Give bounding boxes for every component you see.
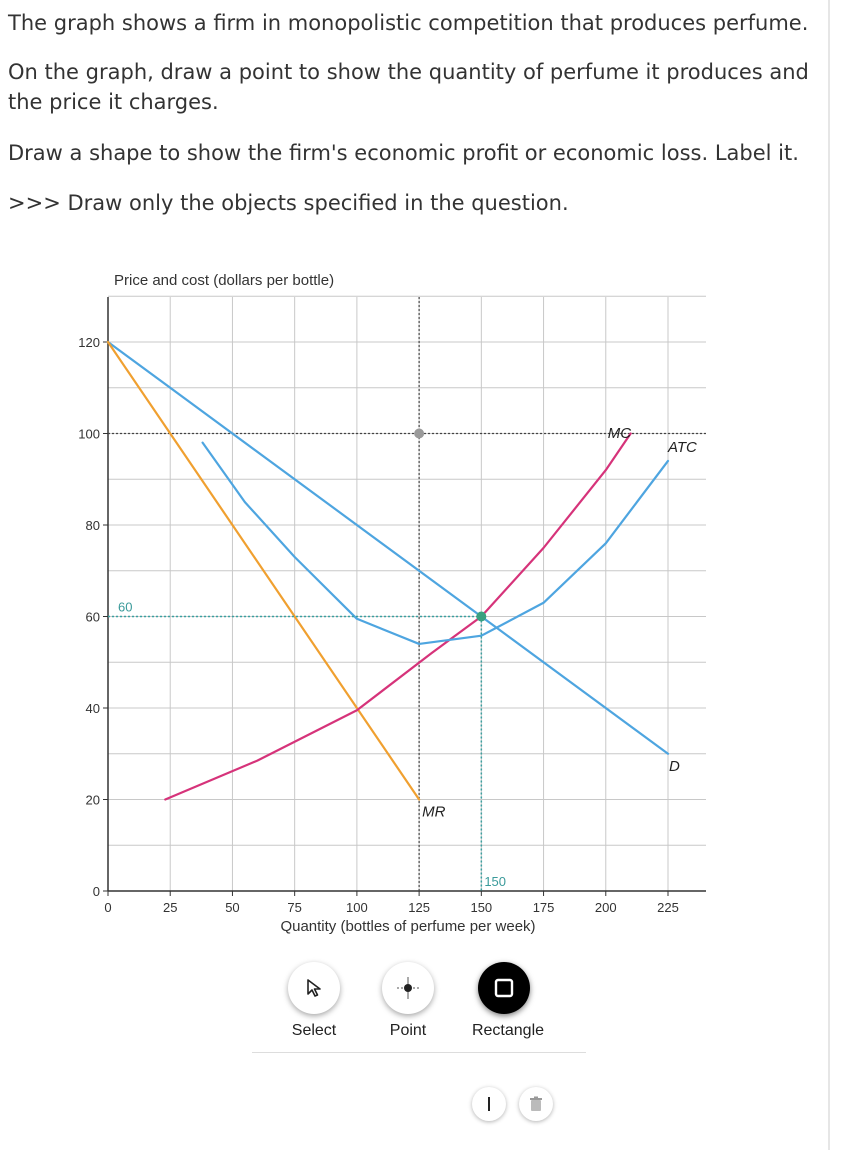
tools-divider bbox=[252, 1052, 586, 1053]
y-tick-label: 100 bbox=[78, 427, 100, 442]
x-tick-label: 100 bbox=[346, 900, 368, 915]
rectangle-icon bbox=[494, 978, 514, 998]
drawn-point[interactable] bbox=[476, 611, 487, 622]
x-tick-label: 175 bbox=[533, 900, 555, 915]
x-tick-label: 0 bbox=[104, 900, 111, 915]
line-icon bbox=[488, 1097, 490, 1111]
label-d: D bbox=[669, 758, 680, 775]
x-tick-label: 200 bbox=[595, 900, 617, 915]
question-line-1: The graph shows a firm in monopolistic c… bbox=[8, 11, 809, 35]
curve-atc bbox=[201, 441, 670, 646]
cursor-icon bbox=[307, 979, 321, 997]
x-tick-label: 125 bbox=[408, 900, 430, 915]
x-axis-title: Quantity (bottles of perfume per week) bbox=[280, 918, 535, 935]
x-tick-label: 225 bbox=[657, 900, 679, 915]
question-line-2b: the price it charges. bbox=[8, 90, 219, 114]
gray-guide-point bbox=[414, 428, 425, 439]
y-tick-label: 120 bbox=[78, 335, 100, 350]
y-axis-title: Price and cost (dollars per bottle) bbox=[114, 272, 334, 289]
rectangle-tool-label: Rectangle bbox=[471, 1022, 545, 1039]
rectangle-tool-button[interactable] bbox=[478, 962, 530, 1014]
curve-d bbox=[106, 340, 670, 755]
trash-icon bbox=[530, 1096, 542, 1111]
point-icon bbox=[397, 977, 419, 999]
quantity-label-150: 150 bbox=[484, 874, 506, 889]
delete-button[interactable] bbox=[519, 1087, 553, 1121]
select-tool-button[interactable] bbox=[288, 962, 340, 1014]
point-tool-label: Point bbox=[389, 1022, 427, 1039]
y-tick-label: 60 bbox=[86, 610, 100, 625]
label-mc: MC bbox=[608, 425, 631, 442]
x-tick-label: 50 bbox=[225, 900, 239, 915]
graph[interactable]: 0 20 40 60 80 100 120 0 25 50 75 100 125 150 175 200 225… bbox=[0, 255, 780, 945]
y-tick-label: 0 bbox=[93, 884, 100, 899]
question-line-2a: On the graph, draw a point to show the q… bbox=[8, 60, 809, 84]
label-mr: MR bbox=[422, 804, 445, 821]
y-tick-label: 40 bbox=[86, 701, 100, 716]
x-tick-label: 75 bbox=[287, 900, 301, 915]
curve-mc bbox=[164, 432, 632, 801]
select-tool-label: Select bbox=[291, 1022, 337, 1039]
x-tick-label: 150 bbox=[470, 900, 492, 915]
y-tick-label: 80 bbox=[86, 518, 100, 533]
y-tick-label: 20 bbox=[86, 793, 100, 808]
curve-mr bbox=[106, 340, 421, 801]
x-tick-label: 25 bbox=[163, 900, 177, 915]
price-label-60: 60 bbox=[118, 600, 132, 615]
question-line-4: >>> Draw only the objects specified in t… bbox=[8, 191, 569, 215]
label-atc: ATC bbox=[667, 439, 697, 456]
point-tool-button[interactable] bbox=[382, 962, 434, 1014]
page-right-border bbox=[828, 0, 830, 1150]
question-line-3: Draw a shape to show the firm's economic… bbox=[8, 141, 799, 165]
line-tool-button[interactable] bbox=[472, 1087, 506, 1121]
